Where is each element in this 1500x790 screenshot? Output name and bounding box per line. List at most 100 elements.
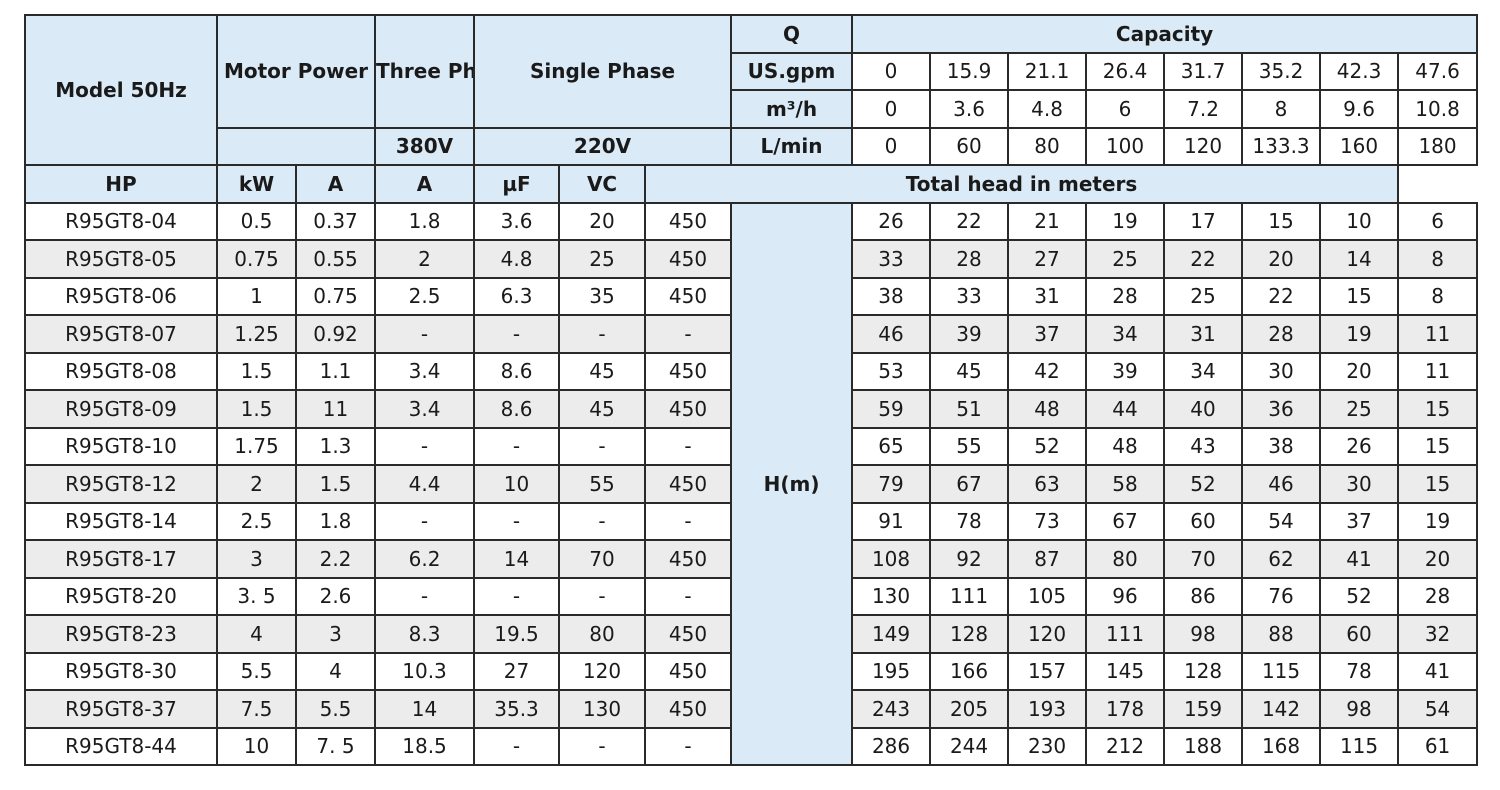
head-value: 20 <box>1319 351 1400 391</box>
voltage-380-header: 380V <box>374 126 476 166</box>
capacitor-vc-value: - <box>644 576 733 616</box>
table-row: R95GT8-44 10 7. 5 18.5- - -286 244 230 212 188 168… <box>24 726 1479 766</box>
hp-value: 1.5 <box>216 389 297 429</box>
model-name: R95GT8-30 <box>24 651 218 691</box>
capacitor-uf-header: µF <box>473 164 561 204</box>
head-value: 14 <box>1319 239 1400 279</box>
single-phase-amp-value: 19.5 <box>473 614 561 654</box>
flow-value: 133.3 <box>1241 126 1322 166</box>
kw-value: 2.6 <box>294 576 377 616</box>
head-value: 17 <box>1163 201 1244 241</box>
capacitor-uf-value: 70 <box>558 539 647 579</box>
head-value: 42 <box>1007 351 1088 391</box>
head-value: 30 <box>1241 351 1322 391</box>
kw-value: 1.1 <box>294 351 377 391</box>
head-value: 128 <box>929 614 1010 654</box>
total-head-header: Total head in meters <box>644 164 1400 204</box>
kw-value: 4 <box>294 651 377 691</box>
flow-value: 8 <box>1241 89 1322 129</box>
q-header: Q <box>730 14 854 54</box>
head-value: 41 <box>1397 651 1479 691</box>
head-value: 37 <box>1007 314 1088 354</box>
hp-value: 4 <box>216 614 297 654</box>
flow-value: 80 <box>1007 126 1088 166</box>
flow-row-lmin: 380V 220V L/min 0 60 80 100 120 133.3 16… <box>25 126 1479 166</box>
capacitor-uf-value: 80 <box>558 614 647 654</box>
head-value: 73 <box>1007 501 1088 541</box>
head-value: 63 <box>1007 464 1088 504</box>
table-row: R95GT8-12 2 1.5 4.4 10 55 450 79 67 63 58 52 46 30 15 <box>24 464 1479 504</box>
head-value: 168 <box>1241 726 1322 766</box>
head-value: 25 <box>1319 389 1400 429</box>
flow-value: 160 <box>1319 126 1400 166</box>
three-phase-amp-value: - <box>374 576 476 616</box>
hp-value: 1.75 <box>216 426 297 466</box>
head-value: 34 <box>1085 314 1166 354</box>
head-value: 193 <box>1007 689 1088 729</box>
head-value: 70 <box>1163 539 1244 579</box>
kw-value: 2.2 <box>294 539 377 579</box>
single-phase-amp-value: 8.6 <box>473 351 561 391</box>
capacitor-uf-value: - <box>558 314 647 354</box>
head-value: 157 <box>1007 651 1088 691</box>
head-value: 51 <box>929 389 1010 429</box>
capacitor-vc-value: 450 <box>644 614 733 654</box>
head-value: 11 <box>1397 314 1479 354</box>
head-value: 33 <box>851 239 932 279</box>
head-value: 58 <box>1085 464 1166 504</box>
head-value: 286 <box>851 726 932 766</box>
hp-value: 1.25 <box>216 314 297 354</box>
head-value: 88 <box>1241 614 1322 654</box>
three-phase-amp-value: 10.3 <box>374 651 476 691</box>
spec-table-container: Model 50Hz Motor Power Three Phase Singl… <box>24 14 1479 766</box>
three-phase-amp-value: 4.4 <box>374 464 476 504</box>
head-value: 145 <box>1085 651 1166 691</box>
head-value: 91 <box>851 501 932 541</box>
capacitor-vc-value: 450 <box>644 689 733 729</box>
head-value: 111 <box>1085 614 1166 654</box>
capacitor-uf-value: - <box>558 501 647 541</box>
flow-value: 0 <box>851 126 932 166</box>
head-value: 34 <box>1163 351 1244 391</box>
head-value: 32 <box>1397 614 1479 654</box>
head-value: 244 <box>929 726 1010 766</box>
head-value: 142 <box>1241 689 1322 729</box>
head-value: 60 <box>1319 614 1400 654</box>
pump-spec-table: Model 50Hz Motor Power Three Phase Singl… <box>24 14 1479 766</box>
head-value: 31 <box>1163 314 1244 354</box>
head-value: 10 <box>1319 201 1400 241</box>
head-value: 120 <box>1007 614 1088 654</box>
single-phase-header: Single Phase <box>473 14 733 129</box>
hp-value: 3 <box>216 539 297 579</box>
kw-value: 7. 5 <box>294 726 377 766</box>
head-value: 8 <box>1397 239 1479 279</box>
head-value: 8 <box>1397 276 1479 316</box>
head-value: 43 <box>1163 426 1244 466</box>
single-phase-amp-value: - <box>473 576 561 616</box>
head-value: 243 <box>851 689 932 729</box>
flow-value: 10.8 <box>1397 89 1479 129</box>
flow-value: 31.7 <box>1163 51 1244 91</box>
head-value: 61 <box>1397 726 1479 766</box>
model-name: R95GT8-37 <box>24 689 218 729</box>
head-value: 46 <box>1241 464 1322 504</box>
head-value: 159 <box>1163 689 1244 729</box>
kw-value: 5.5 <box>294 689 377 729</box>
head-value: 67 <box>1085 501 1166 541</box>
capacitor-uf-value: 45 <box>558 351 647 391</box>
table-row: R95GT8-08 1.5 1.1 3.4 8.6 45 450 53 45 42 39 34 30 20… <box>24 351 1479 391</box>
table-row: R95GT8-17 3 2.2 6.2 14 70 450 108 92 87 80 70 62 41 20 <box>24 539 1479 579</box>
table-row: R95GT8-07 1.25 0.92- - - -46 39 37 34 31 28 19 11 <box>24 314 1479 354</box>
head-value: 15 <box>1319 276 1400 316</box>
hp-value: 5.5 <box>216 651 297 691</box>
single-phase-amp-value: 6.3 <box>473 276 561 316</box>
flow-value: 42.3 <box>1319 51 1400 91</box>
head-value: 33 <box>929 276 1010 316</box>
head-value: 98 <box>1319 689 1400 729</box>
head-value: 19 <box>1085 201 1166 241</box>
head-value: 19 <box>1397 501 1479 541</box>
capacitor-uf-value: - <box>558 726 647 766</box>
flow-row-m3h: m³/h 0 3.6 4.8 6 7.2 8 9.6 10.8 <box>25 89 1479 129</box>
head-value: 41 <box>1319 539 1400 579</box>
flow-value: 26.4 <box>1085 51 1166 91</box>
